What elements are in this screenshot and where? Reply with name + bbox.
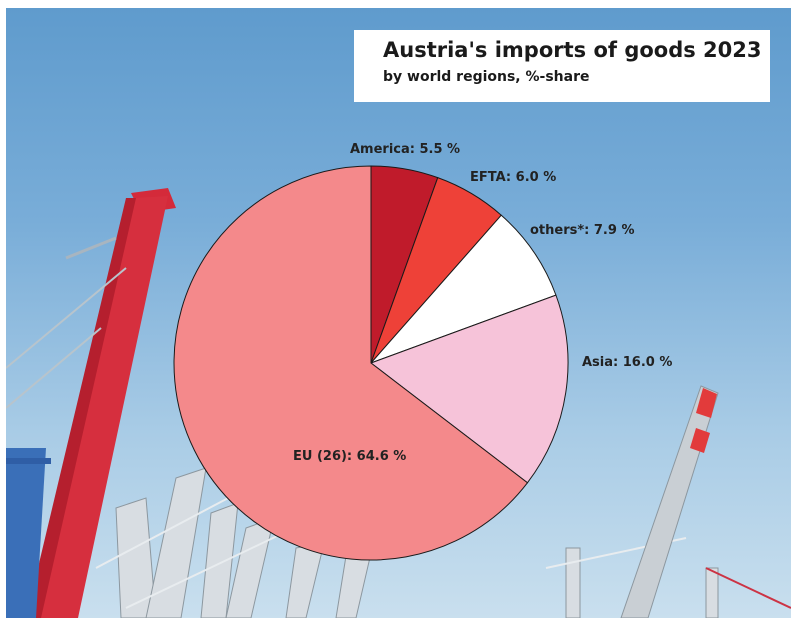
slice-label-efta: EFTA: 6.0 % <box>470 170 556 185</box>
pie-slice-eu-26 <box>173 165 529 561</box>
crane-cluster-icon <box>115 467 719 618</box>
crane-left-icon <box>6 188 176 618</box>
title-box: Austria's imports of goods 2023 by world… <box>354 30 770 102</box>
slice-label-others: others*: 7.9 % <box>530 223 634 238</box>
chart-title: Austria's imports of goods 2023 <box>383 38 762 62</box>
slice-label-america: America: 5.5 % <box>350 142 460 157</box>
background-photo <box>6 8 791 618</box>
crane-right-icon <box>620 385 791 618</box>
pie-slice-asia <box>369 294 569 484</box>
pie-slices <box>173 165 569 561</box>
slice-label-eu-26: EU (26): 64.6 % <box>293 449 406 464</box>
slice-label-asia: Asia: 16.0 % <box>582 355 672 370</box>
pie-slice-others <box>370 214 557 364</box>
chart-subtitle: by world regions, %-share <box>383 69 590 85</box>
pie-labels: America: 5.5 % EFTA: 6.0 % others*: 7.9 % A… <box>293 142 672 464</box>
